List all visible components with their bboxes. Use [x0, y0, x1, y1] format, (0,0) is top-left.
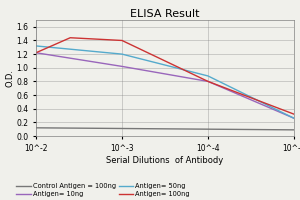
Control Antigen = 100ng: [34, 127, 38, 129]
Antigen= 100ng: [34, 52, 38, 54]
Antigen= 100ng: [292, 113, 296, 115]
Control Antigen = 100ng: [120, 127, 124, 130]
Legend: Control Antigen = 100ng, Antigen= 10ng, Antigen= 50ng, Antigen= 100ng: Control Antigen = 100ng, Antigen= 10ng, …: [16, 183, 190, 197]
Line: Control Antigen = 100ng: Control Antigen = 100ng: [36, 128, 294, 130]
Antigen= 50ng: [120, 53, 124, 55]
Control Antigen = 100ng: [292, 129, 296, 131]
Line: Antigen= 50ng: Antigen= 50ng: [36, 46, 294, 118]
Y-axis label: O.D.: O.D.: [6, 69, 15, 87]
Antigen= 100ng: [206, 80, 210, 83]
Antigen= 10ng: [292, 117, 296, 119]
Antigen= 50ng: [292, 117, 296, 119]
Antigen= 50ng: [34, 45, 38, 47]
Antigen= 10ng: [34, 52, 38, 54]
Line: Antigen= 100ng: Antigen= 100ng: [36, 38, 294, 114]
Line: Antigen= 10ng: Antigen= 10ng: [36, 53, 294, 118]
Antigen= 10ng: [120, 65, 124, 68]
Control Antigen = 100ng: [206, 128, 210, 130]
Text: Serial Dilutions  of Antibody: Serial Dilutions of Antibody: [106, 156, 224, 165]
Antigen= 10ng: [206, 80, 210, 83]
Antigen= 50ng: [206, 75, 210, 77]
Antigen= 100ng: [68, 37, 72, 39]
Title: ELISA Result: ELISA Result: [130, 9, 200, 19]
Antigen= 100ng: [120, 39, 124, 42]
